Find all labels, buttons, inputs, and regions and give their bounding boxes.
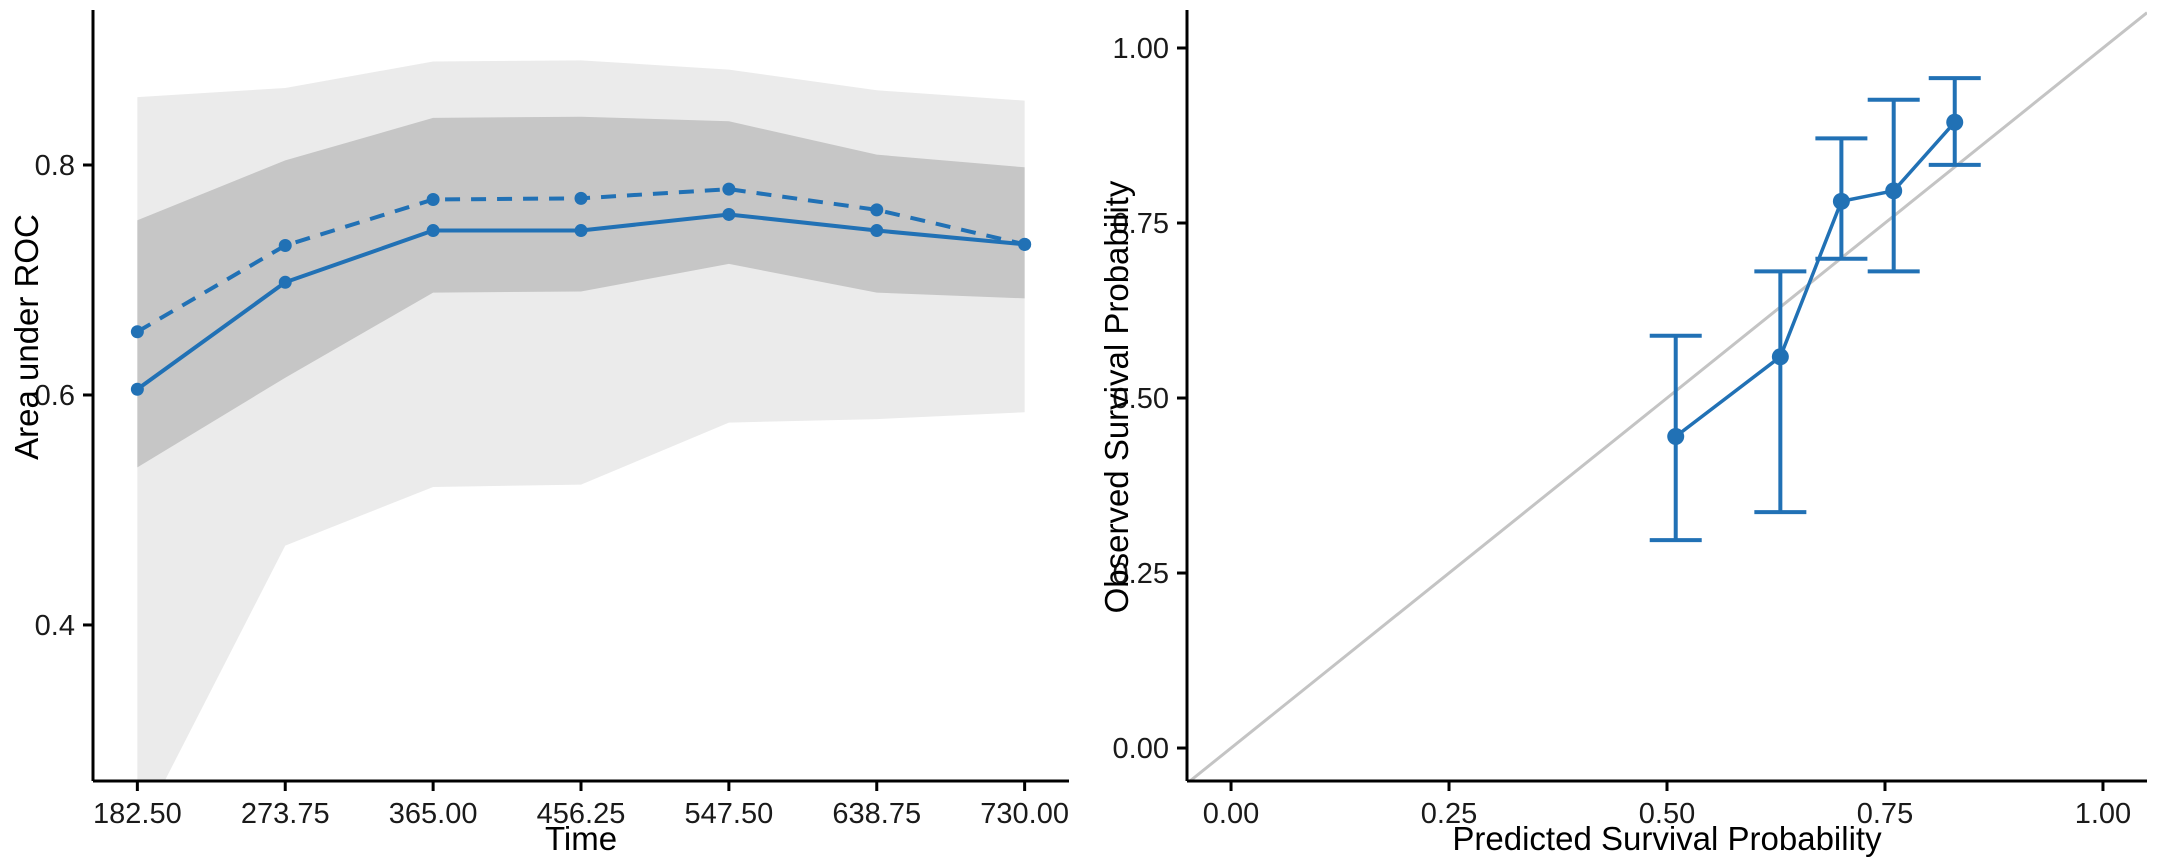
left-y-axis-title: Area under ROC [8,214,45,460]
auc-over-time-chart: 182.50 273.75 365.00 456.25 547.50 638.75 730.… [8,10,1069,857]
data-point [426,193,440,207]
y-tick-label: 0.00 [1113,733,1169,765]
data-point [722,182,736,196]
data-point [130,382,144,396]
data-point [1018,237,1032,251]
data-point [278,238,292,252]
axes: 182.50 273.75 365.00 456.25 547.50 638.75 730.… [35,10,1069,830]
y-tick-label: 0.50 [1113,383,1169,415]
x-tick-label: 0.00 [1203,798,1259,830]
x-tick-label: 182.50 [93,798,182,830]
y-tick-label: 0.8 [35,150,75,182]
calibration-point [1832,192,1850,210]
x-tick-label: 1.00 [2075,798,2131,830]
y-tick-label: 0.75 [1113,208,1169,240]
calibration-point [1885,182,1903,200]
calibration-chart: 0.00 0.25 0.50 0.75 1.00 0.00 0.25 0.50 0.75 1.00… [1098,10,2147,857]
x-tick-label: 730.00 [980,798,1069,830]
auc-lower-solid [130,207,1032,396]
data-point [722,207,736,221]
data-point [574,191,588,205]
data-point [870,203,884,217]
calibration-chart-plot-area: 0.00 0.25 0.50 0.75 1.00 0.00 0.25 0.50 0.75 1.00 [1113,10,2147,830]
clipped-plot-region [130,60,1032,781]
clipped-plot-region [1189,11,2147,781]
right-y-axis-title: Observed Survival Probability [1098,180,1135,613]
data-point [574,224,588,238]
data-point [426,224,440,238]
right-x-axis-title: Predicted Survival Probability [1452,820,1882,857]
x-tick-label: 365.00 [389,798,478,830]
x-tick-label: 0.25 [1421,798,1477,830]
y-tick-label: 0.4 [35,610,75,642]
data-point [870,224,884,238]
calibration-point [1946,113,1964,131]
data-point [130,325,144,339]
calibration-point [1771,348,1789,366]
calibration-point [1667,428,1685,446]
error-bar [1754,269,1807,515]
x-tick-label: 547.50 [685,798,774,830]
left-x-axis-title: Time [545,820,617,857]
y-tick-label: 0.25 [1113,558,1169,590]
x-tick-label: 456.25 [537,798,626,830]
y-tick-label: 0.6 [35,380,75,412]
identity-reference-line [1189,11,2147,781]
x-tick-label: 0.50 [1639,798,1695,830]
auc-chart-plot-area: 182.50 273.75 365.00 456.25 547.50 638.75 730.… [35,10,1069,830]
axes: 0.00 0.25 0.50 0.75 1.00 0.00 0.25 0.50 0.75 1.00 [1113,10,2147,830]
x-tick-label: 273.75 [241,798,330,830]
x-tick-label: 638.75 [832,798,921,830]
y-tick-label: 1.00 [1113,33,1169,65]
x-tick-label: 0.75 [1857,798,1913,830]
inner-confidence-band [137,116,1025,468]
data-point [278,275,292,289]
